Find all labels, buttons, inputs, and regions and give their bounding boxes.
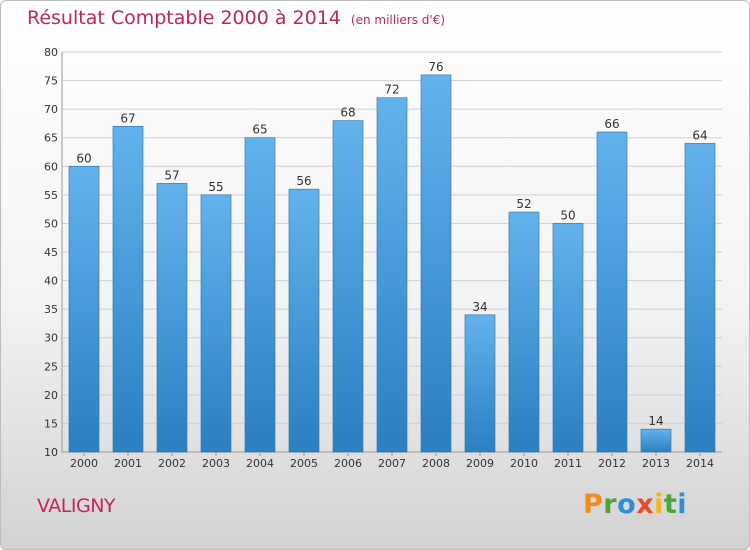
bar-value-label: 76	[428, 60, 443, 74]
y-tick-label: 75	[44, 75, 58, 88]
bar	[596, 131, 628, 453]
y-tick-label: 45	[44, 246, 58, 259]
bar	[420, 74, 452, 453]
bar	[156, 183, 188, 453]
y-tick-label: 10	[44, 446, 58, 459]
y-tick-label: 50	[44, 217, 58, 230]
bar-value-label: 60	[76, 151, 91, 165]
chart-title-text: Résultat Comptable 2000 à 2014	[27, 7, 341, 29]
y-tick-label: 15	[44, 417, 58, 430]
bar	[68, 165, 100, 453]
proxiti-logo-letter: x	[636, 489, 655, 520]
proxiti-logo-letter: o	[617, 489, 637, 520]
bar-value-label: 67	[120, 111, 135, 125]
bar-value-label: 55	[208, 180, 223, 194]
x-tick-label: 2008	[422, 457, 450, 470]
bar	[112, 125, 144, 453]
proxiti-logo-letter: r	[603, 489, 618, 520]
y-tick-label: 65	[44, 132, 58, 145]
bar-value-label: 66	[604, 117, 619, 131]
bar-value-label: 50	[560, 208, 575, 222]
bar-value-label: 52	[516, 197, 531, 211]
y-tick-label: 70	[44, 103, 58, 116]
chart-subtitle: (en milliers d'€)	[350, 13, 446, 27]
x-tick-label: 2003	[202, 457, 230, 470]
y-tick-label: 40	[44, 275, 58, 288]
x-tick-label: 2014	[686, 457, 714, 470]
y-tick-label: 20	[44, 389, 58, 402]
x-tick-label: 2010	[510, 457, 538, 470]
x-tick-label: 2006	[334, 457, 362, 470]
y-tick-label: 35	[44, 303, 58, 316]
proxiti-logo-letter: P	[583, 489, 604, 520]
proxiti-logo[interactable]: Proxiti	[583, 489, 687, 520]
place-name: VALIGNY	[37, 495, 116, 517]
bar	[464, 314, 496, 453]
bar-value-label: 57	[164, 168, 179, 182]
bar-value-label: 14	[648, 414, 663, 428]
bar	[640, 428, 672, 453]
x-tick-label: 2011	[554, 457, 582, 470]
x-tick-label: 2013	[642, 457, 670, 470]
bar	[288, 188, 320, 453]
y-tick-label: 30	[44, 332, 58, 345]
x-tick-label: 2009	[466, 457, 494, 470]
x-tick-label: 2001	[114, 457, 142, 470]
x-tick-label: 2005	[290, 457, 318, 470]
bar-value-label: 72	[384, 83, 399, 97]
bar-value-label: 56	[296, 174, 311, 188]
bar	[508, 211, 540, 453]
x-tick-label: 2012	[598, 457, 626, 470]
bar-value-label: 34	[472, 300, 487, 314]
bar	[244, 137, 276, 453]
proxiti-logo-letter: t	[663, 489, 678, 520]
bar	[376, 97, 408, 453]
proxiti-logo-letter: i	[677, 489, 688, 520]
y-tick-label: 25	[44, 360, 58, 373]
bar	[684, 143, 716, 453]
bar	[200, 194, 232, 453]
bar-value-label: 64	[692, 128, 707, 142]
chart-title: Résultat Comptable 2000 à 2014 (en millie…	[27, 7, 445, 29]
y-tick-label: 55	[44, 189, 58, 202]
proxiti-logo-letter: i	[654, 489, 664, 520]
x-tick-label: 2007	[378, 457, 406, 470]
bar-value-label: 65	[252, 123, 267, 137]
y-tick-label: 80	[44, 46, 58, 59]
bar-value-label: 68	[340, 106, 355, 120]
x-tick-label: 2000	[70, 457, 98, 470]
bar	[332, 120, 364, 453]
bar	[552, 223, 584, 453]
x-tick-label: 2004	[246, 457, 274, 470]
y-tick-label: 60	[44, 160, 58, 173]
x-tick-label: 2002	[158, 457, 186, 470]
